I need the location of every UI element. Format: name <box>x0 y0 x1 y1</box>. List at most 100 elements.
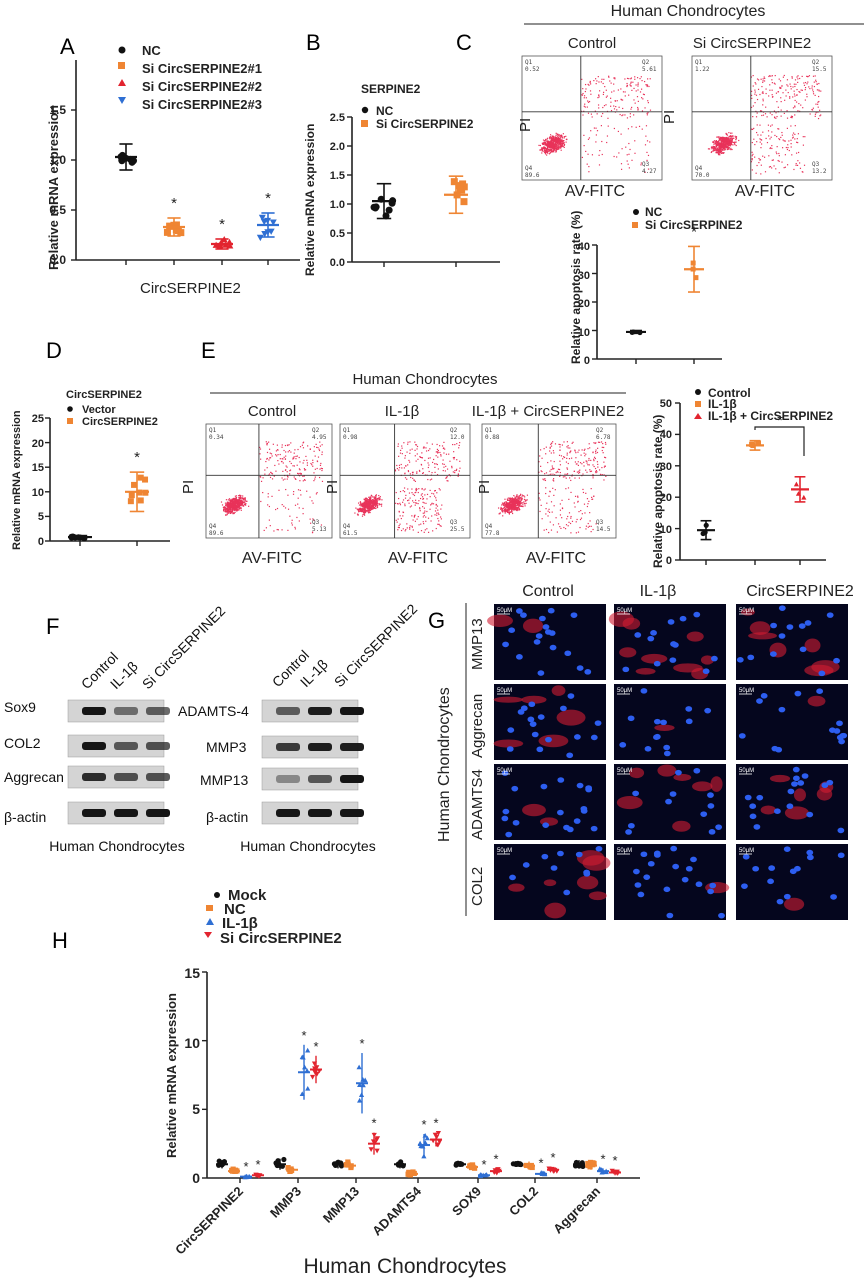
blot-strips-left <box>67 699 170 825</box>
flow-event <box>561 145 563 147</box>
flow-event <box>448 453 450 455</box>
flow-event <box>549 141 551 143</box>
flow-event <box>817 106 819 108</box>
flow-event <box>751 155 753 157</box>
flow-event <box>232 510 234 512</box>
flow-event <box>439 445 441 447</box>
flow-event <box>570 491 572 494</box>
flow-event <box>269 457 272 459</box>
flow-event <box>731 136 733 138</box>
flow-event <box>375 502 378 504</box>
flow-event <box>259 446 261 449</box>
flow-event <box>369 507 371 509</box>
flow-event <box>443 463 445 466</box>
flow-event <box>371 508 373 510</box>
quadrant-value: 12.0 <box>450 434 465 441</box>
flow-event <box>792 136 794 138</box>
flow-event <box>501 510 503 512</box>
flow-event <box>550 149 552 152</box>
flow-event <box>723 143 726 145</box>
flow-event <box>784 154 786 156</box>
flow-event <box>415 499 417 501</box>
flow-event <box>399 515 401 517</box>
flow-event <box>551 139 553 141</box>
panel-a-ylabel: Relative mRNA expression <box>46 105 61 270</box>
flow-event <box>437 523 439 525</box>
flow-event <box>374 502 376 504</box>
quadrant-label: Q2 <box>312 427 320 434</box>
flow-event <box>560 142 562 144</box>
flow-event <box>812 89 814 91</box>
flow-event <box>774 74 776 77</box>
flow-event <box>426 510 428 513</box>
flow-event <box>779 86 781 89</box>
flow-event <box>544 149 547 152</box>
flow-event <box>783 167 785 169</box>
flow-event <box>551 144 553 146</box>
flow-event <box>375 497 377 499</box>
flow-event <box>234 507 236 509</box>
flow-event <box>581 463 583 465</box>
flow-event <box>778 160 780 162</box>
flow-event <box>513 501 516 504</box>
flow-event <box>757 79 760 81</box>
flow-event <box>435 527 437 530</box>
flow-event <box>367 505 369 507</box>
flow-event <box>599 149 601 152</box>
flow-event <box>717 148 719 150</box>
flow-event <box>233 508 236 510</box>
flow-event <box>726 134 728 136</box>
flow-event <box>313 480 315 482</box>
flow-event <box>238 499 240 501</box>
flow-event <box>436 451 438 453</box>
blot-band <box>276 743 300 751</box>
flow-event <box>433 495 436 497</box>
flow-event <box>767 130 770 132</box>
flow-event <box>538 497 540 499</box>
flow-event <box>640 88 643 90</box>
if-stain <box>522 618 544 634</box>
flow-event <box>552 524 555 526</box>
flow-event <box>764 77 766 80</box>
row-label: β-actin <box>206 809 248 825</box>
flow-event <box>541 152 543 154</box>
flow-event <box>372 506 374 508</box>
flow-event <box>751 128 753 130</box>
flow-event <box>732 141 735 144</box>
flow-event <box>436 514 438 516</box>
panel-c-ytick: 30 <box>578 270 590 282</box>
flow-event <box>374 497 376 499</box>
flow-event <box>541 150 543 152</box>
flow-event <box>548 146 551 148</box>
flow-event <box>539 149 541 151</box>
if-nucleus <box>669 657 677 663</box>
flow-event <box>562 145 564 148</box>
flow-event <box>602 82 604 85</box>
flow-event <box>722 138 724 140</box>
flow-event <box>627 163 629 165</box>
flow-event <box>456 443 458 445</box>
flow-event <box>505 503 507 505</box>
flow-event <box>503 508 506 510</box>
flow-event <box>818 82 820 85</box>
flow-event <box>305 455 307 458</box>
flow-event <box>772 95 774 98</box>
flow-event <box>804 136 806 138</box>
flow-event <box>718 143 720 145</box>
flow-event <box>398 469 400 471</box>
flow-event <box>769 165 772 168</box>
blot-band <box>82 707 106 715</box>
if-nucleus <box>536 746 544 753</box>
flow-event <box>238 498 240 501</box>
if-nucleus <box>544 629 552 635</box>
flow-event <box>404 497 407 499</box>
flow-event <box>577 461 579 463</box>
flow-event <box>790 88 792 90</box>
flow-event <box>642 98 644 100</box>
flow-event <box>818 89 820 91</box>
flow-event <box>370 497 372 499</box>
flow-event <box>294 504 297 506</box>
flow-event <box>375 499 377 501</box>
flow-event <box>244 501 246 503</box>
flow-event <box>715 151 717 153</box>
